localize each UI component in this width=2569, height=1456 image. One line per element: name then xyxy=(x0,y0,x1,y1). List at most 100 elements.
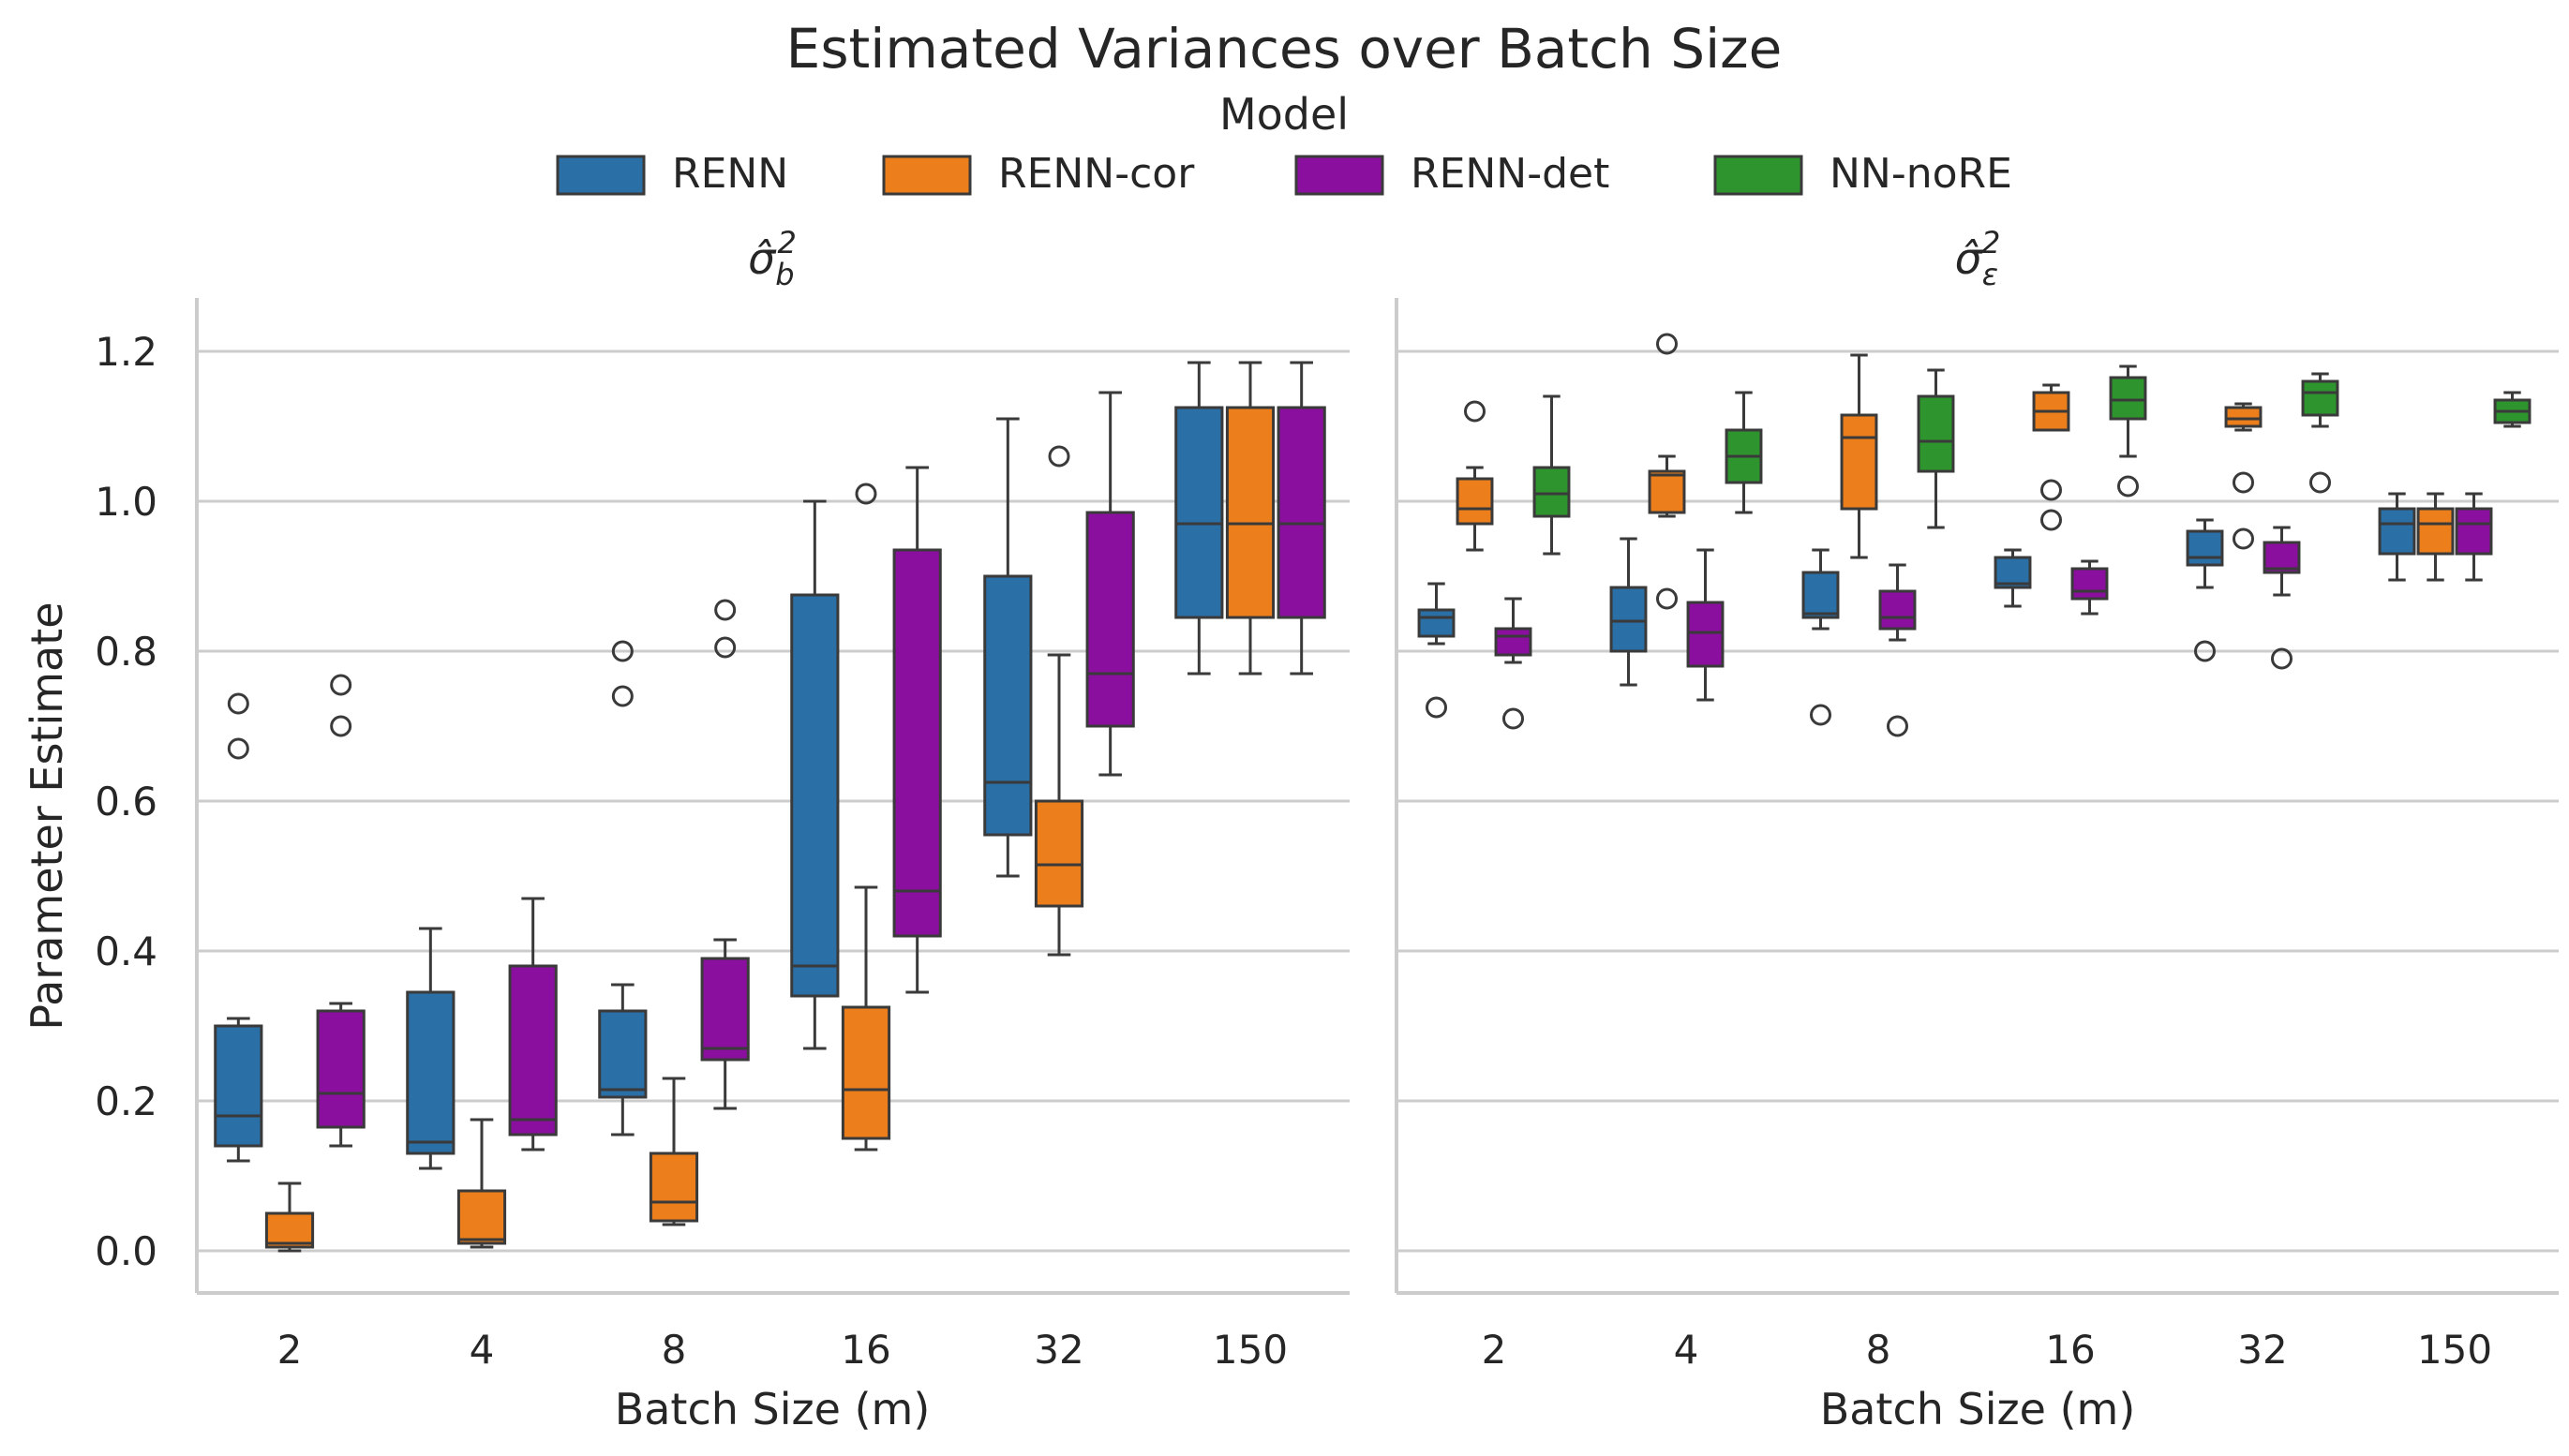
box-iqr xyxy=(1417,608,1456,638)
box-iqr xyxy=(1277,406,1326,619)
box-iqr xyxy=(1840,413,1878,511)
outlier-point xyxy=(2309,471,2331,494)
box-renn-cor-150 xyxy=(1225,361,1276,676)
box-iqr xyxy=(1174,406,1224,619)
box-renn-cor-8 xyxy=(1840,353,1878,559)
outlier-point xyxy=(2040,479,2062,501)
box-nn-nore-4 xyxy=(1725,391,1763,514)
chart-title: Estimated Variances over Batch Size xyxy=(786,17,1783,81)
box-renn-cor-2 xyxy=(264,1181,315,1253)
box-iqr xyxy=(598,1009,648,1099)
box-iqr xyxy=(1801,571,1840,619)
outlier-point xyxy=(2194,640,2216,662)
box-iqr xyxy=(892,548,942,938)
box-renn-4 xyxy=(406,927,456,1170)
box-iqr xyxy=(508,964,558,1137)
x-axis-label-left: Batch Size (m) xyxy=(615,1384,931,1434)
outlier-point xyxy=(714,636,737,659)
box-iqr xyxy=(983,574,1033,837)
legend-label-renn-det: RENN-det xyxy=(1411,150,1609,198)
box-iqr xyxy=(1494,627,1532,657)
box-renn-det-8 xyxy=(1878,563,1917,737)
box-renn-det-16 xyxy=(892,466,942,994)
box-renn-det-2 xyxy=(316,674,366,1148)
outlier-point xyxy=(714,599,737,621)
box-renn-det-8 xyxy=(700,599,750,1110)
box-iqr xyxy=(264,1211,315,1249)
legend-label-nn-nore: NN-noRE xyxy=(1830,150,2012,198)
box-renn-cor-4 xyxy=(1648,333,1686,610)
box-iqr xyxy=(700,957,750,1062)
legend-label-renn: RENN xyxy=(672,150,788,198)
panel-sigma-epsilon: σ̂ε2 Batch Size (m) xyxy=(1820,225,2136,1434)
box-renn-cor-4 xyxy=(456,1118,507,1249)
box-iqr xyxy=(2224,406,2263,428)
y-tick-label-1-2: 1.2 xyxy=(95,329,157,375)
box-iqr xyxy=(1686,601,1725,668)
box-nn-nore-32 xyxy=(2301,372,2339,494)
box-iqr xyxy=(2416,507,2455,556)
panel-title-sigma-b: σ̂b2 xyxy=(748,225,797,292)
box-renn-16 xyxy=(790,499,840,1050)
box-iqr xyxy=(1456,477,1494,526)
outlier-point xyxy=(855,483,877,505)
box-renn-150 xyxy=(2378,492,2416,582)
outlier-point xyxy=(1426,696,1447,719)
x-tick-label-8: 8 xyxy=(662,1327,687,1373)
plot-area-sigma-b: 0.0 0.2 0.4 0.6 0.8 1.0 1.2 2 4 8 16 32 150 xyxy=(95,298,1350,1373)
y-tick-label-0-0: 0.0 xyxy=(95,1228,157,1274)
outlier-point xyxy=(1048,445,1070,468)
legend: RENN RENN-cor RENN-det NN-noRE xyxy=(556,150,2012,198)
outlier-point xyxy=(611,685,634,707)
outlier-point xyxy=(1887,715,1908,737)
outlier-point xyxy=(2117,475,2139,498)
x-tick-label-32: 32 xyxy=(2237,1327,2287,1373)
box-iqr xyxy=(841,1005,891,1140)
x-axis-label-right: Batch Size (m) xyxy=(1820,1384,2136,1434)
outlier-point xyxy=(330,715,352,737)
outlier-point xyxy=(1464,400,1486,423)
box-iqr xyxy=(1225,406,1276,619)
box-iqr xyxy=(2186,529,2224,567)
outlier-point xyxy=(1810,704,1831,726)
box-nn-nore-8 xyxy=(1917,368,1955,529)
x-tick-label-16: 16 xyxy=(841,1327,890,1373)
box-iqr xyxy=(1878,589,1917,631)
x-tick-label-2: 2 xyxy=(1482,1327,1507,1373)
outlier-point xyxy=(227,737,249,760)
outlier-point xyxy=(2233,471,2254,494)
x-tick-label-32: 32 xyxy=(1034,1327,1083,1373)
x-tick-label-4: 4 xyxy=(1674,1327,1699,1373)
box-renn-det-4 xyxy=(508,897,558,1151)
box-renn-16 xyxy=(1994,548,2032,608)
x-tick-label-150: 150 xyxy=(2417,1327,2492,1373)
box-renn-det-32 xyxy=(2263,526,2301,670)
box-renn-cor-150 xyxy=(2416,492,2455,582)
box-iqr xyxy=(316,1009,366,1129)
box-iqr xyxy=(1917,394,1955,473)
box-iqr xyxy=(1532,466,1571,518)
legend-label-renn-cor: RENN-cor xyxy=(998,150,1195,198)
box-iqr xyxy=(2301,379,2339,417)
box-renn-8 xyxy=(598,640,648,1137)
box-iqr xyxy=(2109,376,2147,421)
outlier-point xyxy=(611,640,634,662)
legend-swatch-renn xyxy=(556,155,646,196)
outlier-point xyxy=(1502,707,1524,730)
outlier-point xyxy=(2233,527,2254,550)
y-tick-label-0-8: 0.8 xyxy=(95,629,157,675)
panel-title-sigma-epsilon: σ̂ε2 xyxy=(1955,225,2001,292)
box-renn-cor-32 xyxy=(1034,445,1084,957)
box-iqr xyxy=(214,1024,263,1148)
plot-layer: 0.0 0.2 0.4 0.6 0.8 1.0 1.2 2 4 8 16 32 150 2 4 8 16 32 15… xyxy=(95,298,2559,1373)
panel-sigma-b: σ̂b2 Batch Size (m) xyxy=(615,225,931,1434)
box-iqr xyxy=(790,593,840,998)
outlier-point xyxy=(330,674,352,696)
y-tick-label-1-0: 1.0 xyxy=(95,479,157,525)
box-renn-det-150 xyxy=(1277,361,1326,676)
box-renn-4 xyxy=(1609,537,1648,687)
outlier-point xyxy=(2271,647,2293,670)
x-tick-label-4: 4 xyxy=(470,1327,495,1373)
